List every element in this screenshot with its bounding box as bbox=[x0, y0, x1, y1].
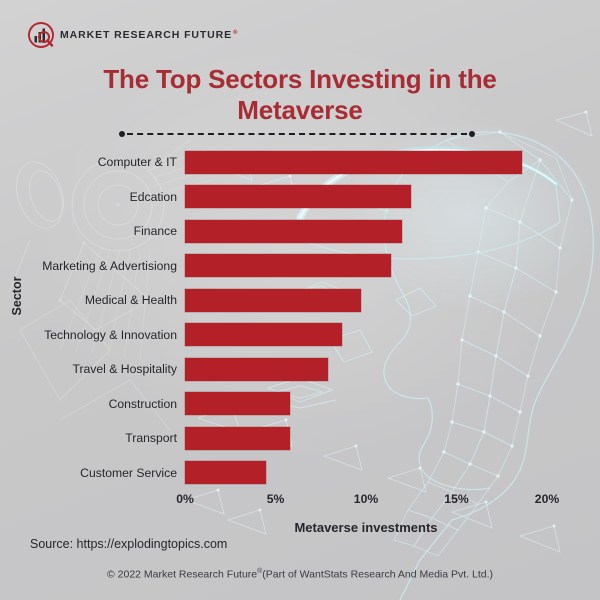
bar bbox=[185, 150, 522, 174]
divider bbox=[119, 130, 475, 138]
bar-row: Technology & Innovation bbox=[44, 318, 547, 353]
bar bbox=[185, 323, 343, 347]
bar bbox=[185, 357, 328, 381]
bar-row: Transport bbox=[125, 421, 547, 456]
bar-category-label: Technology & Innovation bbox=[44, 327, 177, 342]
bar-row: Edcation bbox=[130, 180, 547, 215]
bar-category-label: Travel & Hospitality bbox=[72, 362, 177, 377]
x-axis-title: Metaverse investments bbox=[294, 520, 438, 535]
copyright-before: © 2022 Market Research Future bbox=[106, 568, 258, 581]
copyright-text: © 2022 Market Research Future®(Part of W… bbox=[0, 568, 600, 581]
bar-category-label: Medical & Health bbox=[84, 293, 177, 308]
bar-chart: Sector Computer & IT Edcation Finance Marke… bbox=[0, 145, 600, 535]
bar-row: Customer Service bbox=[80, 456, 547, 491]
divider-dashed-line bbox=[127, 133, 467, 135]
brand-logo-name: MARKET RESEARCH FUTURE bbox=[60, 29, 233, 41]
bar-category-label: Marketing & Advertisiong bbox=[42, 258, 177, 273]
brand-logo-text: MARKET RESEARCH FUTURE® bbox=[60, 29, 238, 41]
divider-left-dot-icon bbox=[119, 131, 125, 137]
y-axis-title: Sector bbox=[10, 276, 24, 316]
bar bbox=[185, 426, 290, 450]
x-axis-tick-label: 20% bbox=[534, 492, 560, 506]
bar-row: Computer & IT bbox=[98, 145, 547, 180]
bar-category-label: Edcation bbox=[129, 189, 177, 204]
x-axis-tick-label: 5% bbox=[266, 492, 285, 506]
bar-category-label: Transport bbox=[125, 431, 177, 446]
bar bbox=[185, 219, 403, 243]
bar-row: Marketing & Advertisiong bbox=[42, 249, 547, 284]
x-axis-tick-label: 0% bbox=[176, 492, 194, 506]
bar-category-label: Customer Service bbox=[80, 465, 177, 480]
copyright-after: (Part of WantStats Research And Media Pv… bbox=[262, 568, 494, 581]
source-text: Source: https://explodingtopics.com bbox=[30, 537, 228, 551]
bar bbox=[185, 185, 412, 209]
bar bbox=[185, 288, 361, 312]
plot-area: Computer & IT Edcation Finance Marketing & … bbox=[42, 145, 547, 491]
bar-row: Travel & Hospitality bbox=[72, 352, 547, 387]
bar bbox=[185, 254, 392, 278]
bar-chart-magnifier-icon bbox=[28, 22, 54, 48]
bar-row: Construction bbox=[109, 387, 547, 422]
x-axis-tick-label: 15% bbox=[444, 492, 469, 506]
bar-row: Finance bbox=[134, 214, 547, 249]
brand-logo: MARKET RESEARCH FUTURE® bbox=[28, 22, 238, 48]
divider-right-dot-icon bbox=[469, 131, 475, 137]
bar bbox=[185, 392, 290, 416]
x-axis: 0% 5% 10% 15% 20% bbox=[176, 492, 559, 512]
bar-category-label: Computer & IT bbox=[97, 155, 177, 170]
x-axis-tick-label: 10% bbox=[353, 492, 379, 506]
bar-category-label: Construction bbox=[108, 396, 177, 411]
brand-registered-mark: ® bbox=[233, 29, 239, 36]
page-title: The Top Sectors Investing in the Metaver… bbox=[103, 64, 497, 125]
bar-category-label: Finance bbox=[133, 224, 177, 239]
bar-row: Medical & Health bbox=[85, 283, 547, 318]
copyright-registered-mark: ® bbox=[257, 568, 263, 575]
bar bbox=[185, 461, 267, 485]
